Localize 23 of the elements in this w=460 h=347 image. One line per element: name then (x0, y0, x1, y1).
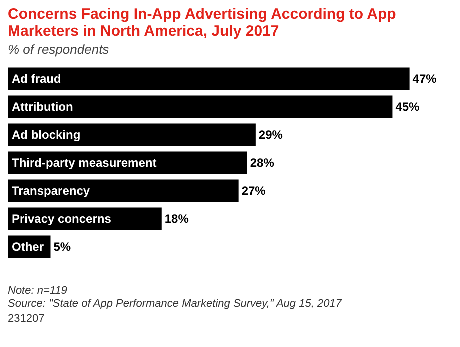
y-tick-label: Ad fraud (12, 72, 62, 86)
y-tick-label: Ad blocking (12, 128, 81, 142)
chart-title: Concerns Facing In-App Advertising According to App Marketers in North America, July 2017 (8, 6, 398, 40)
data-label: 29% (258, 128, 284, 142)
text: Note: n=119 (8, 285, 68, 298)
y-tick-label: Privacy concerns (12, 212, 112, 226)
y-tick-label: Transparency (12, 184, 90, 198)
source-note: Source: "State of App Performance Marketing Survey," Aug 15, 2017 (8, 298, 344, 311)
text: 231207 (8, 313, 46, 325)
bar (8, 124, 256, 146)
bar (8, 180, 239, 202)
data-label: 47% (412, 72, 438, 86)
bar (8, 96, 393, 118)
data-label: 45% (396, 100, 420, 114)
bar (8, 68, 410, 90)
data-label: 5% (54, 240, 72, 254)
data-label: 18% (164, 212, 190, 226)
y-tick-label: Third-party measurement (12, 156, 157, 170)
data-label: 27% (242, 184, 266, 198)
chart-subtitle: % of respondents (8, 42, 110, 57)
y-tick-label: Attribution (12, 100, 74, 114)
y-tick-label: Other (12, 240, 44, 254)
data-label: 28% (250, 156, 275, 170)
